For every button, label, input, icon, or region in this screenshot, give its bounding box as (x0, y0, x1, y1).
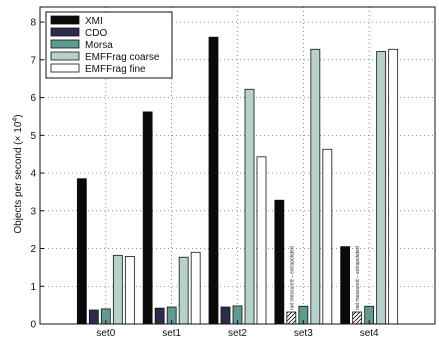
legend-label-emffrag-coarse: EMFFrag coarse (85, 52, 160, 63)
bar-set0-cdo (88, 309, 99, 325)
x-tick-label-set4: set4 (360, 328, 379, 339)
y-tick-label: 4 (30, 169, 36, 180)
y-tick-label: 8 (30, 18, 36, 29)
x-tick-label-set2: set2 (228, 328, 247, 339)
x-tick-labels: set0 set1 set2 set3 set4 (96, 320, 379, 339)
bar-set3-emffrag-fine (322, 148, 333, 325)
bar-set1-emffrag-fine (190, 251, 201, 325)
hatched-bar-set4 (352, 311, 363, 325)
legend-swatch-emffrag-fine (50, 63, 80, 73)
annotation-set3: not measured – extrapolated (289, 246, 295, 310)
x-tick-label-set3: set3 (294, 328, 313, 339)
x-tick-label-set0: set0 (96, 328, 115, 339)
legend-label-cdo: CDO (85, 28, 107, 39)
y-tick-label: 7 (30, 55, 36, 66)
bar-set0-xmi (76, 178, 87, 325)
y-tick-label: 0 (30, 320, 36, 331)
bar-set0-emffrag-fine (124, 256, 135, 325)
bar-set4-emffrag-fine (388, 48, 399, 325)
annotations: not measured – extrapolated not measured … (289, 246, 361, 310)
y-axis-title: Objects per second (× 104) (12, 114, 24, 233)
legend-swatch-morsa (50, 39, 80, 49)
bar-set2-emffrag-fine (256, 156, 267, 325)
bar-set0-emffrag-coarse (112, 254, 123, 325)
bar-set4-emffrag-coarse (376, 51, 387, 325)
bar-set2-emffrag-coarse (244, 88, 255, 325)
bar-set2-xmi (208, 36, 219, 325)
legend-label-emffrag-fine: EMFFrag fine (85, 64, 146, 75)
bar-set3-emffrag-coarse (310, 48, 321, 325)
legend-swatch-emffrag-coarse (50, 51, 80, 61)
bar-set1-emffrag-coarse (178, 256, 189, 325)
bar-set4-xmi (340, 246, 351, 325)
y-tick-label: 5 (30, 131, 36, 142)
legend-swatch-cdo (50, 27, 80, 37)
y-tick-label: 6 (30, 93, 36, 104)
hatched-bar-set3 (286, 311, 297, 325)
legend-label-morsa: Morsa (85, 40, 113, 51)
bar-set2-cdo (220, 306, 231, 325)
bar-set1-xmi (142, 111, 153, 325)
y-tick-label: 3 (30, 206, 36, 217)
bar-set1-cdo (154, 307, 165, 325)
y-tick-label: 2 (30, 244, 36, 255)
x-tick-label-set1: set1 (162, 328, 181, 339)
legend-swatch-xmi (50, 15, 80, 25)
legend-label-xmi: XMI (85, 16, 103, 27)
y-tick-label: 1 (30, 282, 36, 293)
y-tick-labels: 0 1 2 3 4 5 6 7 8 (30, 18, 44, 331)
bar-set3-xmi (274, 199, 285, 325)
annotation-set4: not measured – extrapolated (355, 246, 361, 310)
bars (76, 36, 399, 325)
